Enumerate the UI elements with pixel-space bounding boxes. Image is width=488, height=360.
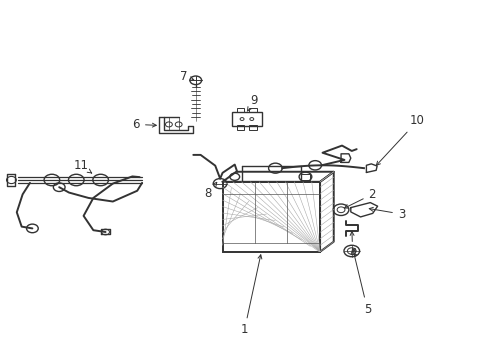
- Bar: [222, 182, 320, 252]
- Bar: [232, 112, 261, 126]
- Text: 7: 7: [180, 69, 193, 82]
- Text: 3: 3: [368, 207, 405, 221]
- Text: 2: 2: [344, 188, 375, 208]
- Text: 6: 6: [132, 118, 156, 131]
- Text: 8: 8: [204, 182, 216, 200]
- Bar: [237, 126, 244, 130]
- Text: 11: 11: [74, 159, 91, 173]
- Bar: [249, 108, 256, 112]
- Bar: [249, 126, 256, 130]
- Bar: [301, 174, 309, 180]
- Text: 1: 1: [240, 255, 261, 336]
- Text: 9: 9: [247, 94, 258, 111]
- Text: 4: 4: [348, 231, 356, 260]
- Text: 10: 10: [376, 114, 424, 165]
- Bar: [237, 108, 244, 112]
- Text: 5: 5: [351, 248, 370, 316]
